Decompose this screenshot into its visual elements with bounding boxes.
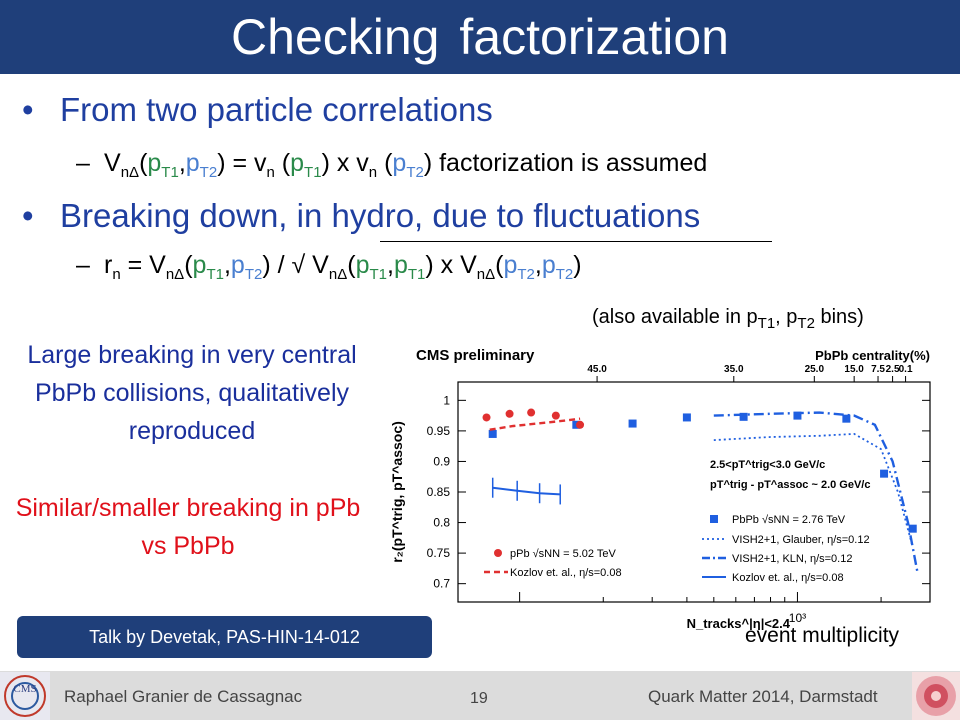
y-tick-label-5: 0.95 xyxy=(427,424,451,438)
svg-text:CMS: CMS xyxy=(13,683,36,695)
legend-header-0: 2.5<pT^trig<3.0 GeV/c xyxy=(710,459,825,471)
legend-label-0: PbPb √sNN = 2.76 TeV xyxy=(732,514,846,526)
vish-glauber-line xyxy=(713,432,914,548)
top-tick-label-6: 0.1 xyxy=(899,364,913,375)
title-bar xyxy=(0,0,960,74)
legend-label-3: Kozlov et. al., η/s=0.08 xyxy=(732,572,844,584)
legend-label-2: VISH2+1, KLN, η/s=0.12 xyxy=(732,553,852,565)
pbpb-point-0 xyxy=(488,429,497,438)
bullet1-text: From two particle correlations xyxy=(60,91,493,128)
legend-symbol-pbpb xyxy=(710,515,718,523)
footer-bar xyxy=(0,671,960,720)
also-available-note: (also available in pT1, pT2 bins) xyxy=(592,306,864,332)
top-tick-label-5: 2.5 xyxy=(886,364,900,375)
pbpb-point-4 xyxy=(739,412,748,421)
footer-author: Raphael Granier de Cassagnac xyxy=(64,687,303,706)
pbpb-point-7 xyxy=(880,469,889,478)
bullet2-text: Breaking down, in hydro, due to fluctuat… xyxy=(60,197,701,234)
legend-label-1: VISH2+1, Glauber, η/s=0.12 xyxy=(732,534,870,546)
note-similar-breaking: Similar/smaller breaking in pPb vs PbPb xyxy=(15,494,361,560)
chart-title: CMS preliminary xyxy=(416,347,535,364)
ppb-point-0 xyxy=(482,413,491,422)
ppb-point-3 xyxy=(551,411,560,420)
y-tick-label-2: 0.8 xyxy=(433,516,450,530)
r2-chart: CMS preliminary PbPb centrality(%) 45.0 35.… xyxy=(389,347,931,630)
cms-logo: CMS xyxy=(0,672,50,720)
quark-matter-logo xyxy=(912,672,960,720)
kozlov-ppb-line xyxy=(489,417,581,431)
pbpb-point-8 xyxy=(908,524,917,533)
y-tick-label-4: 0.9 xyxy=(433,454,450,468)
pbpb-point-2 xyxy=(628,419,637,428)
top-tick-label-0: 45.0 xyxy=(587,364,607,375)
y-tick-label-3: 0.85 xyxy=(427,485,451,499)
x-tick-label: 10³ xyxy=(789,611,806,625)
page-number: 19 xyxy=(470,690,488,707)
y-tick-label-0: 0.7 xyxy=(433,577,450,591)
y-tick-label-1: 0.75 xyxy=(427,546,451,560)
sqrt-overline xyxy=(380,241,772,242)
y-tick-label-6: 1 xyxy=(443,393,450,407)
top-tick-label-1: 35.0 xyxy=(724,364,744,375)
ppb-point-4 xyxy=(576,420,585,429)
footer-conference: Quark Matter 2014, Darmstadt xyxy=(648,687,878,706)
x-axis-label: N_tracks^|η|<2.4 xyxy=(687,616,791,630)
event-multiplicity-label: event multiplicity xyxy=(745,624,900,647)
pbpb-point-3 xyxy=(682,413,691,422)
note-large-breaking: Large breaking in very central PbPb coll… xyxy=(27,341,357,445)
vish-kln-line xyxy=(713,411,919,572)
y-axis-label: r₂(pT^trig, pT^assoc) xyxy=(389,421,405,563)
legend-symbol-ppb xyxy=(494,549,502,557)
pbpb-point-5 xyxy=(793,411,802,420)
pbpb-point-6 xyxy=(842,414,851,423)
slide-title: Checking factorization xyxy=(231,9,729,65)
top-tick-label-2: 25.0 xyxy=(805,364,825,375)
ppb-point-1 xyxy=(505,409,514,418)
top-axis-label: PbPb centrality(%) xyxy=(815,348,930,363)
legend-label-kozlov-ppb: Kozlov et. al., η/s=0.08 xyxy=(510,567,622,579)
bullet-breaking-down: • Breaking down, in hydro, due to fluctua… xyxy=(22,197,701,234)
kozlov-pbpb-line xyxy=(492,486,561,496)
top-tick-label-3: 15.0 xyxy=(844,364,864,375)
rn-formula: – rn = VnΔ(pT1,pT2) / √ VnΔ(pT1,pT1) x Vn… xyxy=(76,251,582,283)
legend-label-ppb: pPb √sNN = 5.02 TeV xyxy=(510,548,616,560)
legend-header-1: pT^trig - pT^assoc ~ 2.0 GeV/c xyxy=(710,479,870,491)
top-tick-label-4: 7.5 xyxy=(871,364,885,375)
bullet-two-particle: • From two particle correlations xyxy=(22,91,493,128)
talk-reference-box: Talk by Devetak, PAS-HIN-14-012 xyxy=(17,616,432,658)
factorization-formula: – VnΔ(pT1,pT2) = vn (pT1) x vn (pT2) fact… xyxy=(76,149,708,181)
ppb-point-2 xyxy=(527,408,536,417)
